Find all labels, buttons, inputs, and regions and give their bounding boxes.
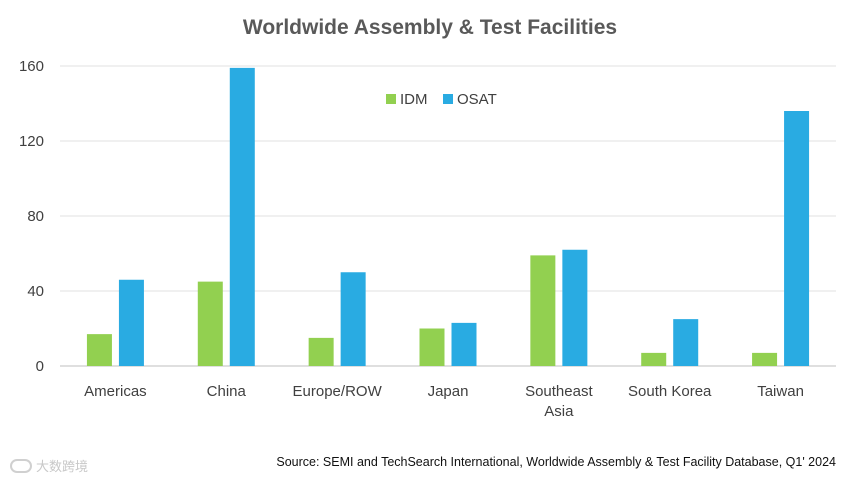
x-axis-categories: Americas China Europe/ROW Japan Southeast Asi… — [84, 383, 804, 420]
y-tick-label: 0 — [36, 358, 44, 375]
grid — [60, 65, 836, 367]
bar-osat-south-korea — [673, 319, 699, 366]
bar-idm-south-korea — [641, 352, 667, 366]
watermark: 大数跨境 — [10, 456, 88, 475]
legend-label-osat: OSAT — [457, 91, 497, 108]
y-tick-label: 120 — [19, 133, 44, 150]
bar-idm-japan — [419, 328, 445, 366]
bar-osat-china — [229, 67, 255, 366]
bar-idm-china — [197, 281, 223, 366]
bar-idm-americas — [86, 334, 112, 366]
source-note: Source: SEMI and TechSearch Internationa… — [276, 455, 836, 469]
bar-idm-europe-row — [308, 337, 334, 366]
bar-osat-europe-row — [340, 272, 366, 366]
chart-title: Worldwide Assembly & Test Facilities — [243, 16, 617, 39]
watermark-logo-icon — [10, 458, 32, 473]
bar-idm-taiwan — [752, 352, 778, 366]
y-tick-label: 80 — [27, 208, 44, 225]
legend-swatch-idm — [386, 94, 396, 104]
y-tick-label: 160 — [19, 58, 44, 75]
chart: Worldwide Assembly & Test Facilities 0 40… — [19, 16, 836, 420]
x-category-label: Southeast Asia — [525, 383, 593, 420]
watermark-text: 大数跨境 — [36, 460, 89, 475]
x-category-label: Japan — [428, 383, 469, 400]
legend-swatch-osat — [443, 94, 453, 104]
x-category-label: Europe/ROW — [293, 383, 383, 400]
y-tick-label: 40 — [27, 283, 44, 300]
x-category-label: South Korea — [628, 383, 712, 400]
legend-label-idm: IDM — [400, 91, 428, 108]
bar-osat-americas — [118, 279, 144, 366]
bar-osat-japan — [451, 322, 477, 366]
bars — [86, 67, 810, 366]
legend: IDM OSAT — [386, 91, 497, 108]
bar-osat-southeast-asia — [562, 249, 588, 366]
y-axis-ticks: 0 40 80 120 160 — [19, 58, 44, 375]
x-category-label: China — [207, 383, 247, 400]
bar-idm-southeast-asia — [530, 255, 556, 366]
x-category-label: Americas — [84, 383, 147, 400]
x-category-label: Taiwan — [757, 383, 804, 400]
bar-osat-taiwan — [784, 111, 810, 366]
